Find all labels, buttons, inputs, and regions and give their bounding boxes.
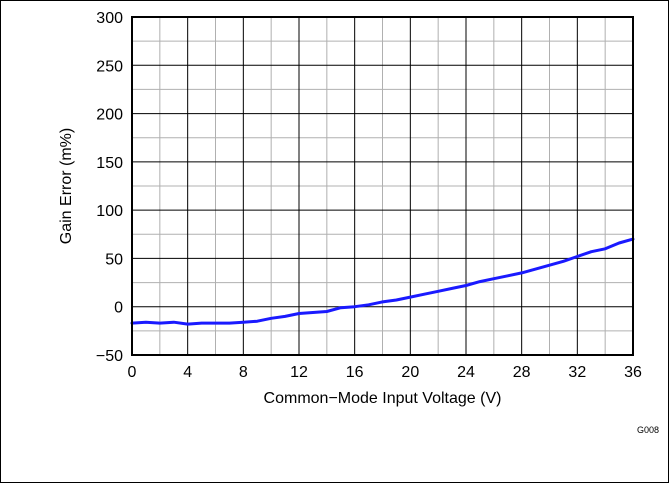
y-tick-label: −50 bbox=[96, 348, 123, 365]
x-tick-label: 28 bbox=[513, 364, 531, 381]
figure-id-label: G008 bbox=[637, 425, 659, 435]
x-tick-labels: 0 4 8 12 16 20 24 28 32 36 bbox=[128, 364, 642, 381]
y-tick-label: 200 bbox=[96, 107, 123, 124]
y-tick-label: 300 bbox=[96, 10, 123, 27]
y-axis-label: Gain Error (m%) bbox=[58, 128, 75, 244]
x-tick-label: 36 bbox=[624, 364, 642, 381]
x-tick-label: 32 bbox=[568, 364, 586, 381]
y-tick-labels: −50 0 50 100 150 200 250 300 bbox=[96, 10, 123, 365]
x-tick-label: 16 bbox=[346, 364, 364, 381]
x-tick-label: 24 bbox=[457, 364, 475, 381]
series-layer bbox=[130, 237, 635, 326]
x-tick-label: 8 bbox=[239, 364, 248, 381]
x-tick-label: 0 bbox=[128, 364, 137, 381]
y-tick-label: 0 bbox=[114, 300, 123, 317]
x-tick-label: 12 bbox=[290, 364, 308, 381]
y-tick-label: 150 bbox=[96, 155, 123, 172]
y-tick-label: 100 bbox=[96, 203, 123, 220]
x-tick-label: 4 bbox=[183, 364, 192, 381]
plot-border bbox=[131, 16, 634, 356]
x-axis-label: Common−Mode Input Voltage (V) bbox=[264, 390, 502, 407]
series-line-0 bbox=[130, 237, 635, 326]
y-tick-label: 250 bbox=[96, 58, 123, 75]
minor-grid bbox=[132, 17, 633, 355]
y-tick-label: 50 bbox=[105, 251, 123, 268]
x-tick-label: 20 bbox=[401, 364, 419, 381]
